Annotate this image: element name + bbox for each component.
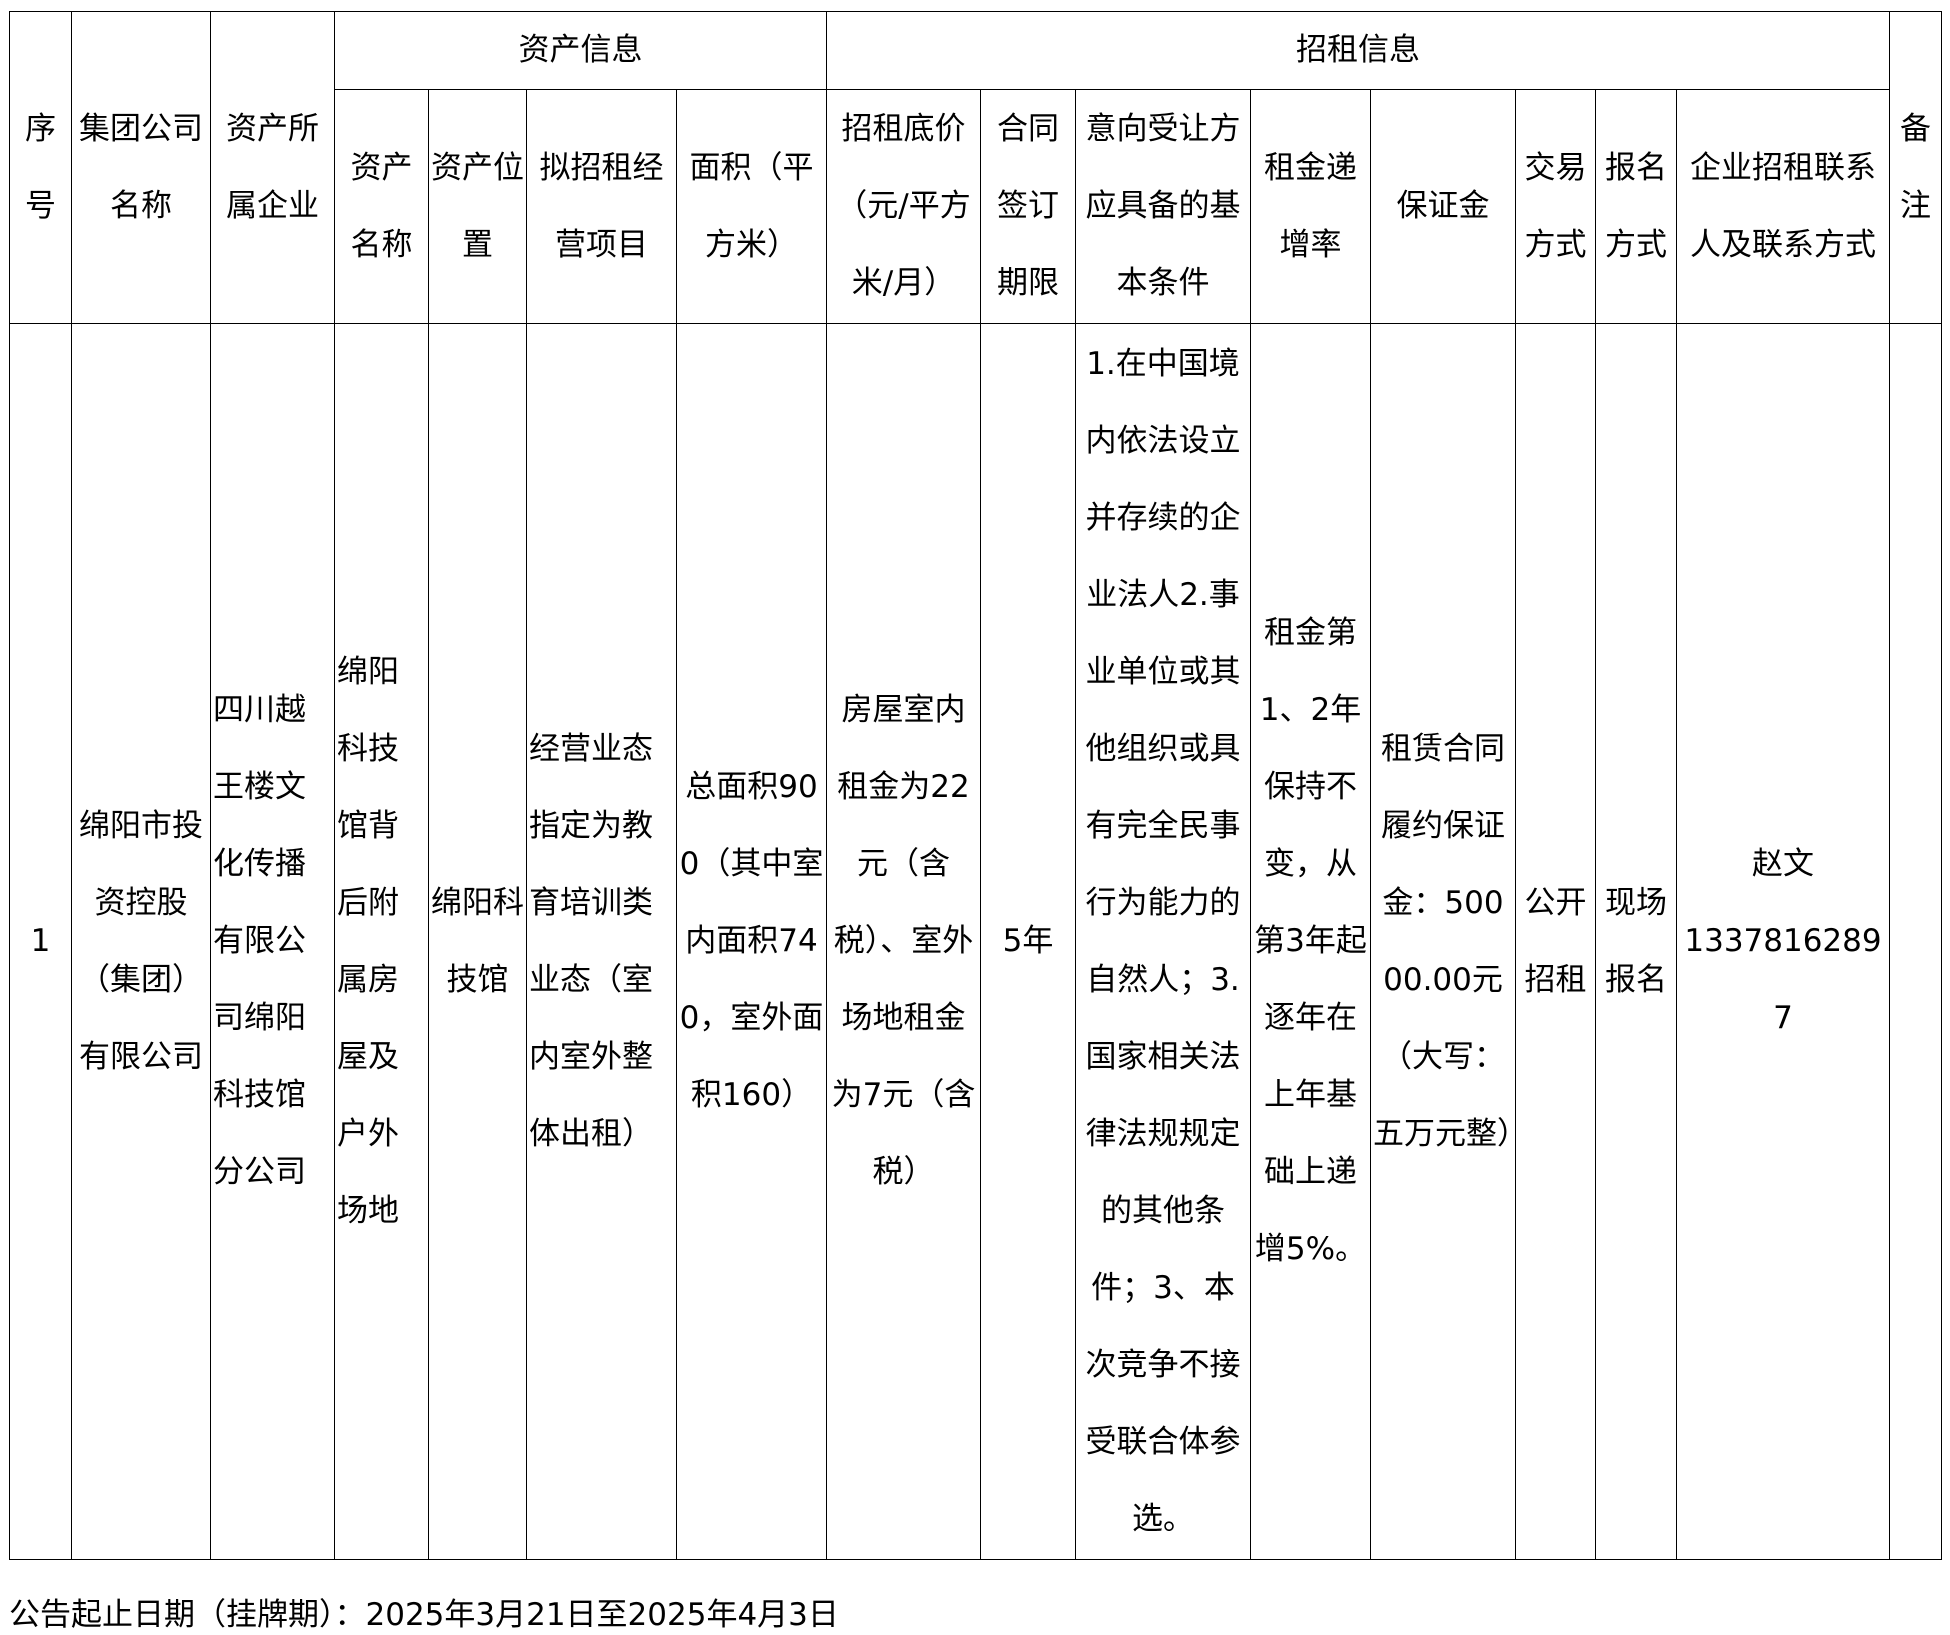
cell-base-price: 房屋室内租金为22元（含税）、室外场地租金为7元（含税） bbox=[826, 323, 981, 1560]
cell-asset-owner: 四川越王楼文化传播有限公司绵阳科技馆分公司 bbox=[210, 323, 335, 1560]
header-area: 面积（平方米） bbox=[676, 89, 827, 324]
header-registration-method: 报名方式 bbox=[1595, 89, 1677, 324]
cell-asset-name: 绵阳科技馆背后附属房屋及户外场地 bbox=[334, 323, 429, 1560]
header-transaction-method: 交易方式 bbox=[1515, 89, 1596, 324]
contact-name: 赵文 bbox=[1752, 846, 1814, 882]
cell-requirements: 1.在中国境内依法设立并存续的企业法人2.事业单位或其他组织或具有完全民事行为能… bbox=[1075, 323, 1251, 1560]
cell-contact: 赵文 13378162897 bbox=[1676, 323, 1890, 1560]
header-seq: 序号 bbox=[9, 11, 72, 324]
cell-registration-method: 现场报名 bbox=[1595, 323, 1677, 1560]
header-asset-name: 资产名称 bbox=[334, 89, 429, 324]
cell-group-company: 绵阳市投资控股（集团）有限公司 bbox=[71, 323, 211, 1560]
header-deposit: 保证金 bbox=[1370, 89, 1516, 324]
lease-table: 序号 集团公司名称 资产所属企业 资产信息 招租信息 备注 资产名称 资产位置 … bbox=[9, 11, 1942, 1560]
table-row: 1 绵阳市投资控股（集团）有限公司 四川越王楼文化传播有限公司绵阳科技馆分公司 … bbox=[9, 323, 1942, 1560]
cell-area: 总面积900（其中室内面积740，室外面积160） bbox=[676, 323, 827, 1560]
cell-deposit: 租赁合同履约保证金：50000.00元（大写：五万元整） bbox=[1370, 323, 1516, 1560]
header-lease-info: 招租信息 bbox=[826, 11, 1890, 90]
header-asset-location: 资产位置 bbox=[428, 89, 527, 324]
header-contact: 企业招租联系人及联系方式 bbox=[1676, 89, 1890, 324]
cell-planned-business: 经营业态指定为教育培训类业态（室内室外整体出租） bbox=[526, 323, 677, 1560]
header-group-company: 集团公司名称 bbox=[71, 11, 211, 324]
cell-contract-term: 5年 bbox=[980, 323, 1076, 1560]
header-contract-term: 合同签订期限 bbox=[980, 89, 1076, 324]
cell-seq: 1 bbox=[9, 323, 72, 1560]
header-planned-business: 拟招租经营项目 bbox=[526, 89, 677, 324]
contact-phone: 13378162897 bbox=[1684, 923, 1882, 1036]
header-asset-owner: 资产所属企业 bbox=[210, 11, 335, 324]
cell-remarks bbox=[1889, 323, 1942, 1560]
listing-period: 公告起止日期（挂牌期）：2025年3月21日至2025年4月3日 bbox=[9, 1597, 839, 1633]
header-requirements: 意向受让方应具备的基本条件 bbox=[1075, 89, 1251, 324]
header-rent-increase: 租金递增率 bbox=[1250, 89, 1371, 324]
cell-rent-increase: 租金第1、2年保持不变，从第3年起逐年在上年基础上递增5%。 bbox=[1250, 323, 1371, 1560]
header-base-price: 招租底价（元/平方米/月） bbox=[826, 89, 981, 324]
header-remarks: 备注 bbox=[1889, 11, 1942, 324]
cell-transaction-method: 公开招租 bbox=[1515, 323, 1596, 1560]
header-asset-info: 资产信息 bbox=[334, 11, 827, 90]
cell-asset-location: 绵阳科技馆 bbox=[428, 323, 527, 1560]
